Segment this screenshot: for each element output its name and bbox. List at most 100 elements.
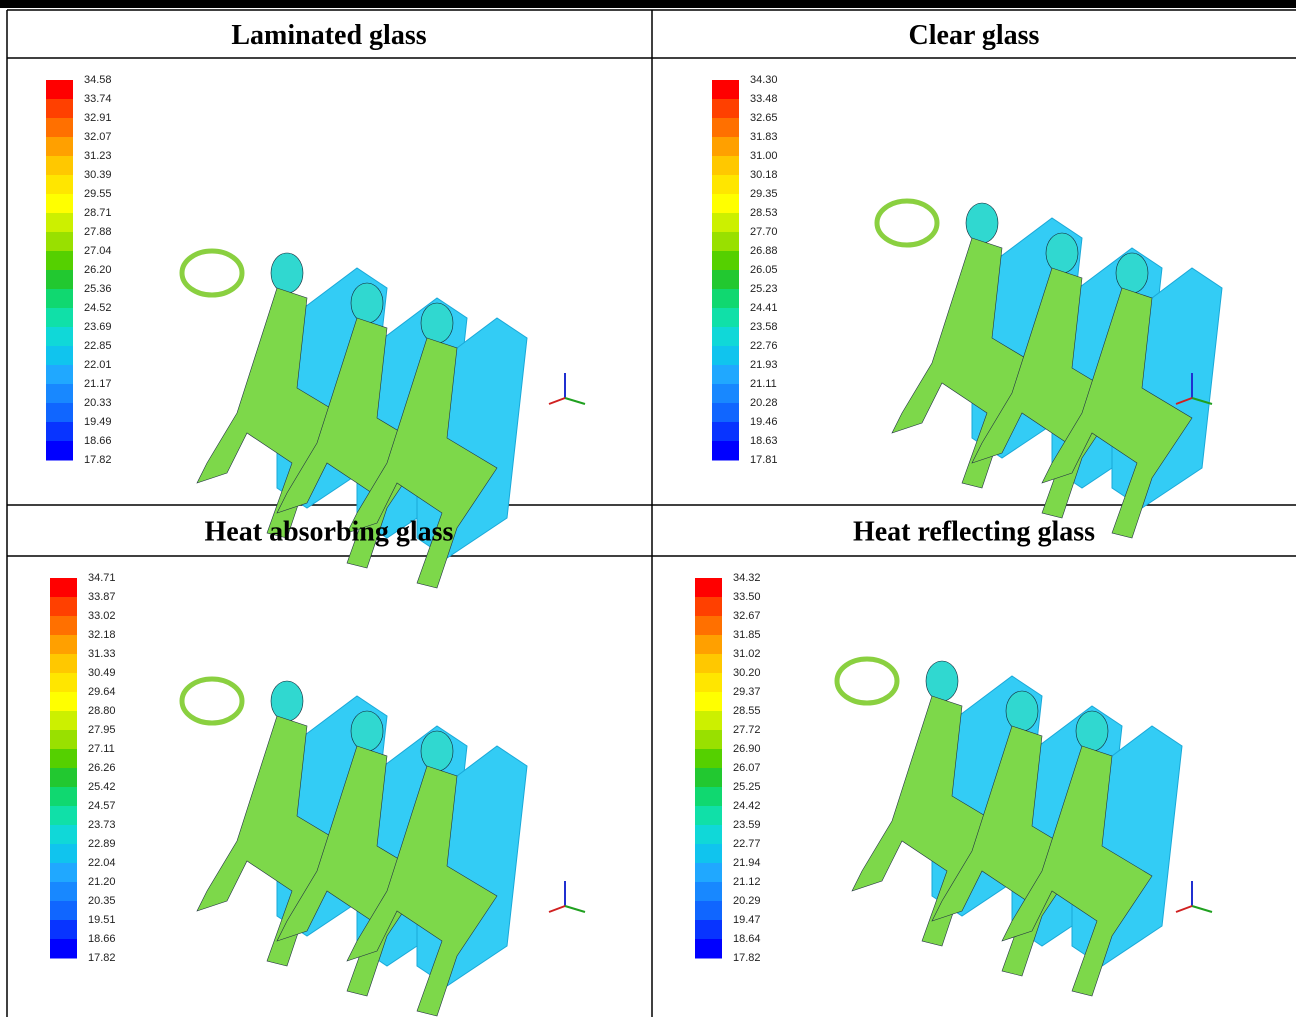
legend-label: 23.59 xyxy=(733,819,761,831)
legend-label: 22.01 xyxy=(84,359,112,371)
legend-label: 19.47 xyxy=(733,914,761,926)
legend-label: 26.20 xyxy=(84,264,112,276)
legend-label: 32.91 xyxy=(84,112,112,124)
legend-label: 21.12 xyxy=(733,876,761,888)
legend-swatch xyxy=(712,137,739,157)
legend-label: 18.64 xyxy=(733,933,761,945)
legend-label: 24.41 xyxy=(750,302,778,314)
legend-swatch xyxy=(695,635,722,655)
panel-title: Clear glass xyxy=(909,20,1040,51)
legend-label: 24.57 xyxy=(88,800,116,812)
panel: Laminated glass34.5833.7432.9132.0731.23… xyxy=(46,20,585,588)
legend-label: 33.02 xyxy=(88,610,116,622)
legend-label: 31.00 xyxy=(750,150,778,162)
legend-label: 20.28 xyxy=(750,397,778,409)
head xyxy=(421,303,453,343)
legend-swatch xyxy=(712,118,739,138)
legend-swatch xyxy=(46,346,73,366)
legend-swatch xyxy=(46,175,73,195)
panel: Clear glass34.3033.4832.6531.8331.0030.1… xyxy=(712,20,1222,538)
legend-label: 19.51 xyxy=(88,914,116,926)
legend-swatch xyxy=(50,863,77,883)
legend-swatch xyxy=(50,882,77,902)
legend-swatch xyxy=(50,939,77,959)
legend-label: 32.18 xyxy=(88,629,116,641)
legend-swatch xyxy=(712,213,739,233)
legend-swatch xyxy=(712,232,739,252)
panel-title: Heat reflecting glass xyxy=(853,517,1095,548)
legend-label: 34.58 xyxy=(84,74,112,86)
legend-label: 21.17 xyxy=(84,378,112,390)
legend-label: 20.35 xyxy=(88,895,116,907)
legend-swatch xyxy=(46,213,73,233)
steering-wheel xyxy=(182,251,242,295)
legend-swatch xyxy=(46,403,73,423)
legend-swatch xyxy=(695,787,722,807)
legend-label: 18.66 xyxy=(88,933,116,945)
legend-label: 30.18 xyxy=(750,169,778,181)
legend-label: 31.23 xyxy=(84,150,112,162)
legend-label: 17.82 xyxy=(88,952,116,964)
legend-label: 26.88 xyxy=(750,245,778,257)
legend-label: 24.52 xyxy=(84,302,112,314)
steering-wheel xyxy=(182,679,242,723)
legend-swatch xyxy=(712,422,739,442)
legend-swatch xyxy=(695,597,722,617)
legend-swatch xyxy=(695,901,722,921)
legend-label: 23.58 xyxy=(750,321,778,333)
legend-swatch xyxy=(695,768,722,788)
legend-swatch xyxy=(50,844,77,864)
legend-label: 17.82 xyxy=(733,952,761,964)
legend-label: 24.42 xyxy=(733,800,761,812)
head xyxy=(1006,691,1038,731)
legend-label: 32.67 xyxy=(733,610,761,622)
legend-label: 29.64 xyxy=(88,686,116,698)
legend-swatch xyxy=(46,270,73,290)
legend-label: 25.36 xyxy=(84,283,112,295)
legend-label: 30.49 xyxy=(88,667,116,679)
legend-label: 22.89 xyxy=(88,838,116,850)
axis-x xyxy=(549,906,565,912)
legend-swatch xyxy=(695,939,722,959)
legend-swatch xyxy=(46,327,73,347)
legend-swatch xyxy=(712,175,739,195)
axis-y xyxy=(565,398,585,404)
legend-label: 28.55 xyxy=(733,705,761,717)
legend-label: 25.25 xyxy=(733,781,761,793)
legend-label: 33.48 xyxy=(750,93,778,105)
legend-label: 27.11 xyxy=(88,743,115,755)
legend-swatch xyxy=(50,597,77,617)
legend-swatch xyxy=(712,365,739,385)
legend-label: 21.20 xyxy=(88,876,116,888)
legend-swatch xyxy=(695,749,722,769)
legend-label: 27.88 xyxy=(84,226,112,238)
legend-swatch xyxy=(50,635,77,655)
legend-swatch xyxy=(50,654,77,674)
panel-title: Heat absorbing glass xyxy=(205,517,454,548)
legend-swatch xyxy=(712,99,739,119)
legend-swatch xyxy=(50,920,77,940)
legend-swatch xyxy=(695,920,722,940)
legend-label: 30.39 xyxy=(84,169,112,181)
page: Laminated glass34.5833.7432.9132.0731.23… xyxy=(0,0,1296,1017)
legend-label: 34.32 xyxy=(733,572,761,584)
axis-x xyxy=(1176,906,1192,912)
legend-swatch xyxy=(695,844,722,864)
legend-label: 31.83 xyxy=(750,131,778,143)
legend-swatch xyxy=(712,156,739,176)
figure-table: Laminated glass34.5833.7432.9132.0731.23… xyxy=(0,0,1296,1017)
legend-swatch xyxy=(46,99,73,119)
head xyxy=(351,711,383,751)
axis-x xyxy=(549,398,565,404)
legend-swatch xyxy=(50,806,77,826)
legend-swatch xyxy=(50,578,77,598)
legend-swatch xyxy=(46,365,73,385)
legend-label: 27.04 xyxy=(84,245,112,257)
legend-label: 31.02 xyxy=(733,648,761,660)
panel: Heat reflecting glass34.3233.5032.6731.8… xyxy=(695,517,1212,997)
legend-label: 29.37 xyxy=(733,686,761,698)
top-rule xyxy=(0,0,1296,8)
legend-swatch xyxy=(50,768,77,788)
legend-label: 25.42 xyxy=(88,781,116,793)
steering-wheel xyxy=(837,659,897,703)
